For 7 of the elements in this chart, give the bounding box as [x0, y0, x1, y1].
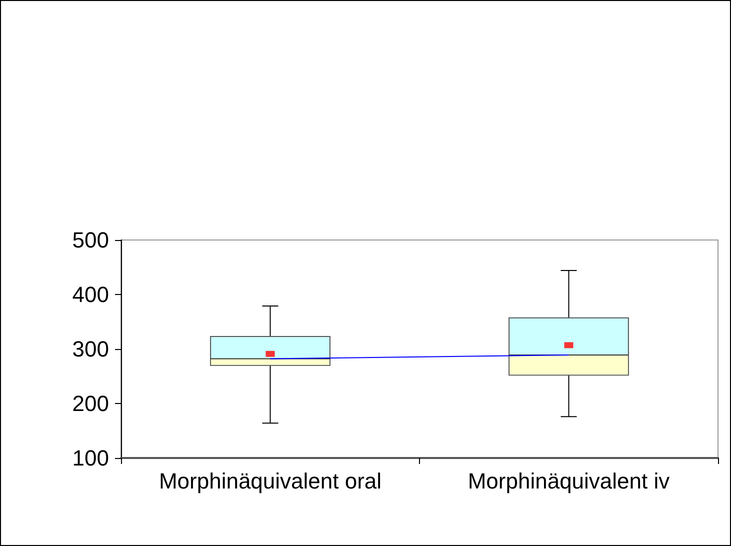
y-tick-label: 400: [72, 282, 109, 307]
x-tick-label: Morphinäquivalent iv: [468, 468, 670, 494]
y-tick-label: 100: [72, 446, 109, 470]
y-tick-label: 500: [72, 228, 109, 252]
y-tick-label: 200: [72, 391, 109, 416]
y-tick-label: 300: [72, 336, 109, 362]
x-tick-label: Morphinäquivalent oral: [158, 468, 382, 494]
